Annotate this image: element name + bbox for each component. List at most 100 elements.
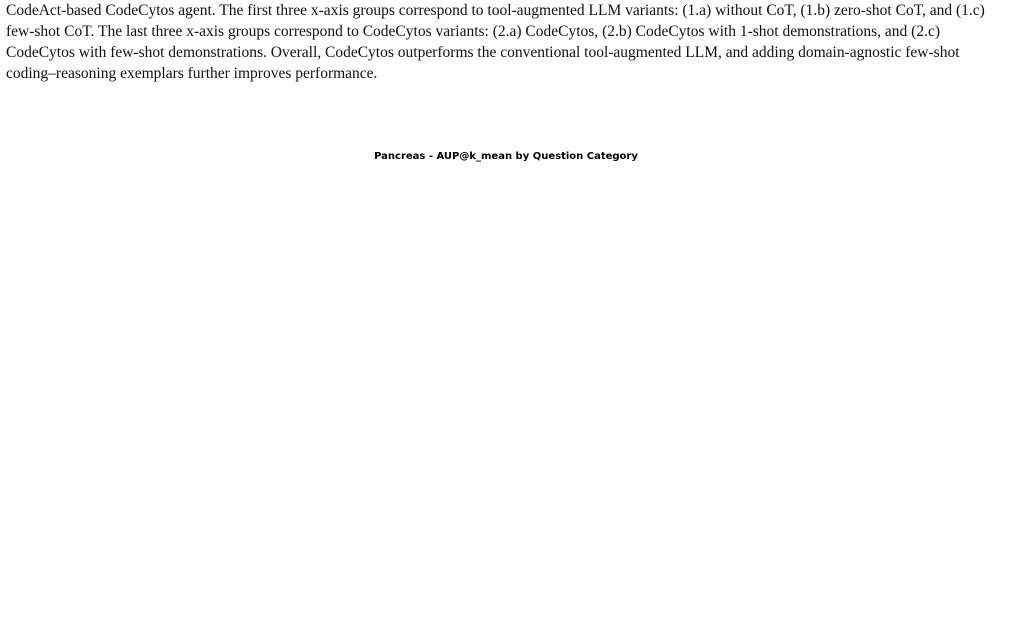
confidence-band — [189, 438, 377, 548]
y-tick-label: 0.5 — [420, 457, 430, 464]
x-tick-label: Tool-Aug LLM w/o CoT — [131, 547, 193, 587]
data-point — [438, 288, 442, 292]
y-tick-label: 0.3 — [420, 490, 430, 497]
data-point — [64, 293, 68, 297]
data-point — [783, 310, 787, 314]
data-point — [225, 539, 229, 543]
x-tick-label: CodeCytos — [614, 317, 646, 339]
data-point — [438, 252, 442, 256]
data-point — [401, 261, 405, 265]
data-point — [932, 235, 936, 239]
data-point — [207, 262, 211, 266]
legend-marker — [789, 227, 793, 231]
data-point — [375, 480, 379, 484]
data-point — [601, 535, 605, 539]
data-point — [719, 517, 723, 521]
legend-label: Facebook-CWM — [206, 427, 254, 434]
legend-marker — [295, 195, 299, 199]
legend-marker — [535, 184, 539, 188]
y-tick-label: 0.5 — [762, 230, 772, 237]
data-point — [242, 242, 246, 246]
series-line — [531, 199, 718, 312]
confidence-band — [189, 439, 377, 548]
y-tick-label: 0.6 — [420, 441, 430, 448]
series-line — [683, 452, 871, 537]
legend-marker — [193, 428, 197, 432]
confidence-band — [65, 187, 245, 318]
data-point — [289, 300, 293, 304]
confidence-band — [189, 480, 377, 548]
data-point — [289, 295, 293, 299]
legend-label: Kimi-Linear — [548, 216, 584, 223]
data-point — [831, 467, 835, 471]
legend-label: GLM-4.5-Air — [460, 438, 497, 445]
data-point — [857, 300, 861, 304]
data-point — [831, 434, 835, 438]
data-point — [289, 281, 293, 285]
legend-marker — [687, 449, 691, 453]
data-point — [475, 205, 479, 209]
y-tick-label: 0.6 — [660, 446, 670, 453]
x-tick-label: CodeCytos — [273, 547, 305, 569]
series-line — [785, 203, 972, 313]
data-point — [678, 248, 682, 252]
series-line — [65, 209, 245, 307]
data-point — [207, 208, 211, 212]
x-tick-label: CodeCytos w/ few-shot — [810, 546, 875, 587]
confidence-band — [443, 437, 643, 549]
data-point — [895, 253, 899, 257]
y-axis-label: AUP@k_mean — [153, 453, 161, 500]
data-point — [932, 246, 936, 250]
legend-label: Qwen3-Coder — [308, 237, 351, 244]
data-point — [99, 303, 103, 307]
data-point — [300, 490, 304, 494]
y-tick-label: 0.4 — [43, 250, 53, 257]
legend: Devstral-Small Facebook-CWM GLM-4.5-Air Kim… — [779, 178, 865, 259]
legend-marker — [687, 417, 691, 421]
confidence-band — [683, 425, 871, 533]
legend-marker — [70, 249, 74, 253]
legend-label: GLM-4.5-Air — [206, 438, 243, 445]
y-tick-label: 0.4 — [508, 237, 518, 244]
y-tick-label: 0.4 — [660, 477, 670, 484]
legend-label: GLM-4.5-Air — [802, 205, 839, 212]
legend-marker — [295, 227, 299, 231]
legend-marker — [535, 238, 539, 242]
data-point — [64, 307, 68, 311]
legend-marker — [295, 249, 299, 253]
legend-marker — [789, 184, 793, 188]
data-point — [969, 249, 973, 253]
legend-marker — [687, 439, 691, 443]
legend-marker — [535, 249, 539, 253]
series-line — [531, 225, 718, 311]
data-point — [475, 211, 479, 215]
legend-label: Facebook-CWM — [548, 194, 596, 201]
legend: Devstral-Small Facebook-CWM GLM-4.5-Air Kim… — [285, 178, 371, 259]
y-tick-label: 0.2 — [660, 508, 670, 515]
data-point — [171, 303, 175, 307]
data-point — [831, 518, 835, 522]
data-point — [719, 520, 723, 524]
data-point — [932, 216, 936, 220]
y-axis-label: AUP@k_mean — [255, 221, 263, 268]
data-point — [337, 502, 341, 506]
data-point — [794, 498, 798, 502]
legend-label: Devstral-Small — [206, 416, 252, 423]
data-point — [681, 540, 685, 544]
data-point — [561, 517, 565, 521]
y-tick-label: 0.2 — [420, 506, 430, 513]
y-axis-label: AUP@k_mean — [749, 221, 757, 268]
data-point — [715, 236, 719, 240]
data-point — [794, 517, 798, 521]
data-point — [561, 510, 565, 514]
plot-frame — [56, 174, 254, 316]
legend-marker — [295, 216, 299, 220]
data-point — [783, 299, 787, 303]
data-point — [601, 491, 605, 495]
data-point — [401, 293, 405, 297]
data-point — [242, 198, 246, 202]
data-point — [375, 453, 379, 457]
data-point — [242, 201, 246, 205]
x-tick-label: CodeCytos w/ few-shot — [656, 316, 721, 357]
data-point — [401, 245, 405, 249]
